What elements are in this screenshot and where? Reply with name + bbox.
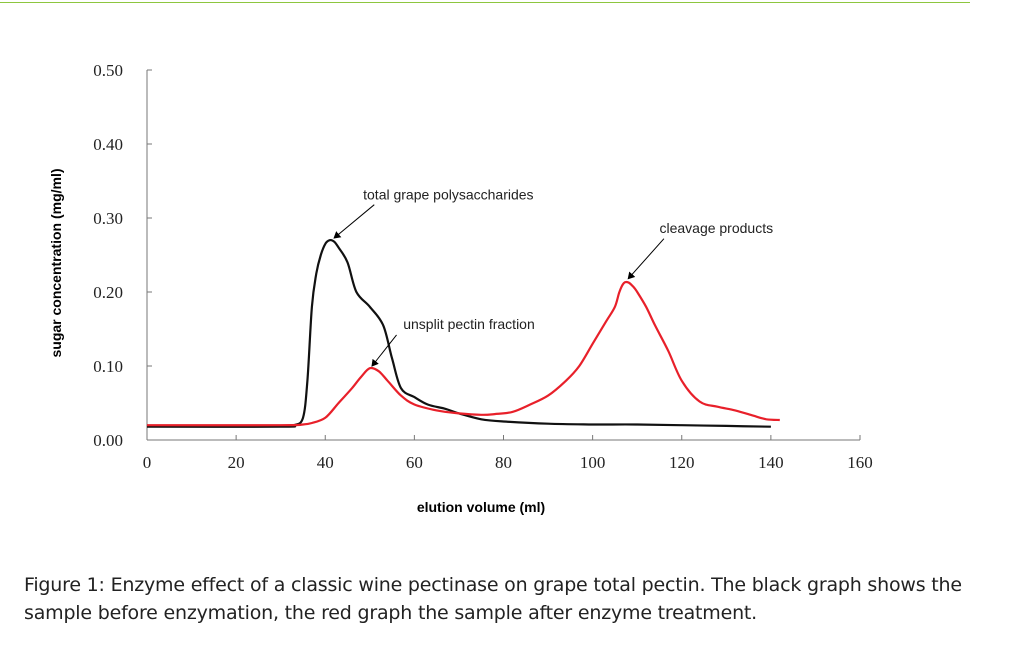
x-tick-label: 160 bbox=[847, 453, 873, 472]
axes bbox=[146, 70, 860, 441]
x-axis-title: elution volume (ml) bbox=[417, 499, 545, 515]
figure-label: Figure 1 bbox=[24, 574, 99, 596]
x-axis-ticks: 0 20 40 60 80 100 120 140 160 bbox=[143, 435, 873, 472]
x-tick-label: 120 bbox=[669, 453, 695, 472]
top-divider bbox=[0, 2, 970, 3]
y-tick-label: 0.40 bbox=[93, 135, 123, 154]
x-tick-label: 20 bbox=[228, 453, 245, 472]
annotation-arrow bbox=[627, 238, 665, 280]
series-line-after-enzyme-treatment bbox=[146, 280, 780, 427]
y-tick-label: 0.30 bbox=[93, 209, 123, 228]
figure-caption-text: : Enzyme effect of a classic wine pectin… bbox=[24, 574, 962, 624]
y-tick-label: 0.00 bbox=[93, 431, 123, 450]
x-tick-label: 80 bbox=[495, 453, 512, 472]
x-tick-label: 100 bbox=[580, 453, 606, 472]
x-tick-label: 40 bbox=[317, 453, 334, 472]
y-axis-title: sugar concentration (mg/ml) bbox=[48, 168, 64, 357]
annotation-label: total grape polysaccharides bbox=[363, 187, 533, 203]
series-line-before-enzymation bbox=[146, 238, 771, 428]
annotation-label: cleavage products bbox=[659, 220, 773, 236]
y-tick-label: 0.50 bbox=[93, 61, 123, 80]
figure-caption: Figure 1: Enzyme effect of a classic win… bbox=[24, 571, 994, 627]
series-layer bbox=[146, 238, 780, 428]
elution-chart: 0 20 40 60 80 100 120 140 160 0.000.100.200.300.… bbox=[48, 61, 873, 515]
annotation-arrow bbox=[371, 334, 397, 367]
y-tick-label: 0.20 bbox=[93, 283, 123, 302]
annotation-arrow bbox=[333, 204, 375, 239]
annotation-label: unsplit pectin fraction bbox=[403, 316, 535, 332]
y-axis-ticks: 0.00 0.10 0.20 0.30 0.40 0.50 bbox=[93, 61, 152, 450]
x-tick-label: 60 bbox=[406, 453, 423, 472]
annotation-layer: total grape polysaccharides unsplit pecti… bbox=[333, 187, 773, 367]
y-tick-label: 0.10 bbox=[93, 357, 123, 376]
x-tick-label: 140 bbox=[758, 453, 784, 472]
x-tick-label: 0 bbox=[143, 453, 152, 472]
